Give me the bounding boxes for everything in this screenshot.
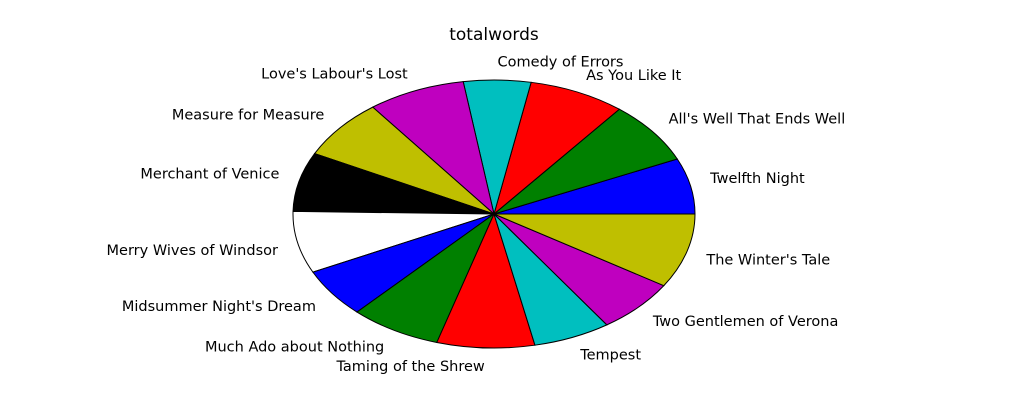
slice-label-taming-of-the-shrew: Taming of the Shrew (335, 359, 484, 375)
slice-label-love-s-labour-s-lost: Love's Labour's Lost (261, 66, 408, 82)
slice-label-much-ado-about-nothing: Much Ado about Nothing (205, 340, 384, 356)
slice-label-midsummer-night-s-dream: Midsummer Night's Dream (122, 299, 316, 315)
slice-label-merchant-of-venice: Merchant of Venice (140, 166, 279, 182)
slice-label-all-s-well-that-ends-well: All's Well That Ends Well (669, 112, 846, 128)
slice-label-the-winter-s-tale: The Winter's Tale (705, 253, 830, 269)
slice-labels: Twelfth Night All's Well That Ends Well As… (107, 55, 846, 375)
pie-slice-taming-of-the-shrew (436, 212, 536, 349)
pie-slice-all-s-well-that-ends-well (493, 108, 679, 215)
slice-label-twelfth-night: Twelfth Night (709, 171, 805, 187)
slice-label-two-gentlemen-of-verona: Two Gentlemen of Verona (652, 314, 839, 330)
pie-slice-love-s-labour-s-lost (371, 81, 495, 216)
pie-slices (292, 79, 696, 349)
pie-slice-as-you-like-it (493, 81, 621, 216)
pie-slice-the-winter-s-tale (493, 213, 696, 287)
slice-label-merry-wives-of-windsor: Merry Wives of Windsor (107, 243, 278, 259)
slice-label-as-you-like-it: As You Like It (586, 68, 681, 84)
slice-label-comedy-of-errors: Comedy of Errors (498, 55, 624, 71)
slice-label-tempest: Tempest (579, 347, 641, 363)
chart-title: totalwords (449, 25, 539, 45)
slice-label-measure-for-measure: Measure for Measure (172, 108, 324, 124)
